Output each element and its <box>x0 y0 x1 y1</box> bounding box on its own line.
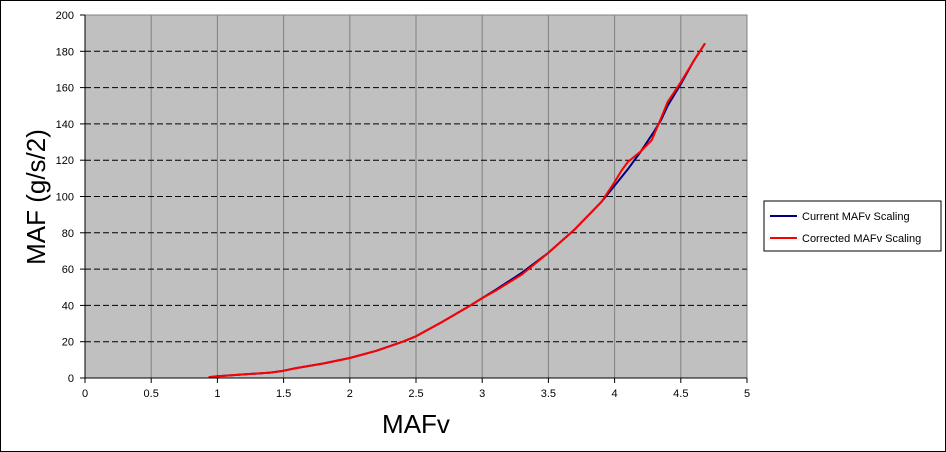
x-tick-label: 1.5 <box>276 388 291 400</box>
x-tick-label: 0 <box>82 388 88 400</box>
y-tick-label: 20 <box>62 337 74 349</box>
x-axis-title: MAFv <box>382 409 450 439</box>
legend-label-corrected: Corrected MAFv Scaling <box>802 233 921 245</box>
legend-label-current: Current MAFv Scaling <box>802 211 910 223</box>
y-tick-label: 200 <box>56 10 74 22</box>
y-tick-label: 180 <box>56 46 74 58</box>
x-tick-label: 3 <box>479 388 485 400</box>
x-tick-label: 2.5 <box>408 388 423 400</box>
y-tick-label: 40 <box>62 300 74 312</box>
y-axis-title: MAF (g/s/2) <box>21 129 51 265</box>
y-tick-label: 120 <box>56 155 74 167</box>
y-tick-label: 0 <box>68 373 74 385</box>
y-tick-label: 100 <box>56 192 74 204</box>
y-tick-label: 140 <box>56 119 74 131</box>
series-line-corrected <box>208 43 706 379</box>
axes: 0 0.5 1 1.5 2 2.5 3 3.5 4 4.5 5 0 20 40 60 80 100 120 140 1… <box>56 10 750 400</box>
x-tick-label: 4 <box>612 388 618 400</box>
y-tick-label: 60 <box>62 264 74 276</box>
x-tick-label: 0.5 <box>144 388 159 400</box>
x-tick-label: 5 <box>744 388 750 400</box>
x-tick-label: 4.5 <box>673 388 688 400</box>
y-tick-label: 160 <box>56 83 74 95</box>
y-tick-label: 80 <box>62 228 74 240</box>
x-tick-label: 2 <box>347 388 353 400</box>
x-tick-label: 3.5 <box>541 388 556 400</box>
grid-lines <box>85 15 747 378</box>
series-lines <box>208 43 706 379</box>
x-tick-label: 1 <box>214 388 220 400</box>
legend-box <box>763 200 942 252</box>
legend: Current MAFv Scaling Corrected MAFv Scal… <box>763 200 942 252</box>
